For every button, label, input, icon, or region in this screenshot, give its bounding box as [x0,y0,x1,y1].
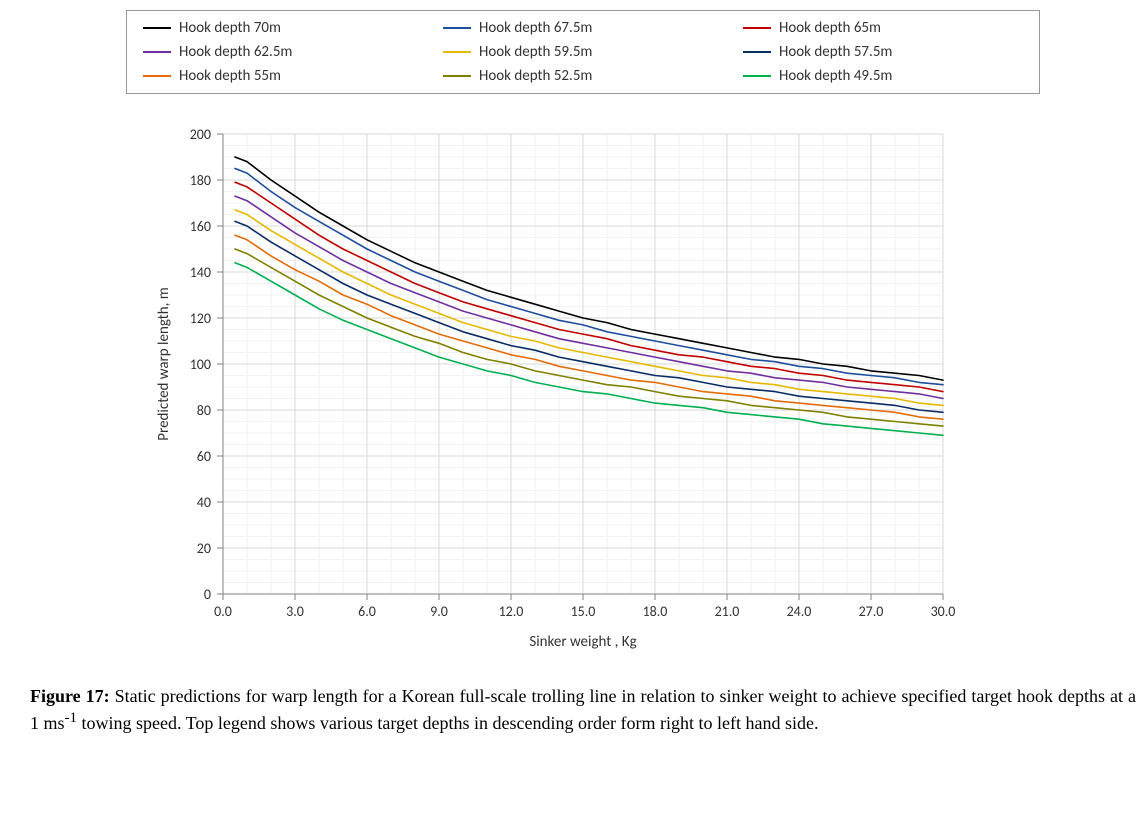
svg-text:Predicted warp length, m: Predicted warp length, m [155,287,173,440]
svg-text:100: 100 [190,356,211,373]
svg-text:27.0: 27.0 [859,603,884,620]
svg-text:15.0: 15.0 [571,603,596,620]
line-chart: 0.0 3.0 6.0 9.0 12.0 15.0 18.0 21.0 24.0 27.0 30.0… [143,124,963,664]
svg-text:18.0: 18.0 [643,603,668,620]
legend-swatch [443,27,471,29]
legend-swatch [443,75,471,77]
legend-swatch [743,27,771,29]
svg-text:140: 140 [190,264,211,281]
legend-label: Hook depth 67.5m [479,19,592,37]
legend-item: Hook depth 70m [143,19,423,37]
legend-item: Hook depth 57.5m [743,43,1023,61]
figure-caption: Figure 17: Static predictions for warp l… [30,684,1136,736]
legend-swatch [143,75,171,77]
legend-swatch [143,27,171,29]
legend-item: Hook depth 62.5m [143,43,423,61]
legend-item: Hook depth 52.5m [443,67,723,85]
svg-text:60: 60 [197,448,211,465]
svg-text:20: 20 [197,540,211,557]
legend-label: Hook depth 55m [179,67,281,85]
svg-text:180: 180 [190,172,211,189]
legend-item: Hook depth 67.5m [443,19,723,37]
legend-item: Hook depth 65m [743,19,1023,37]
legend-item: Hook depth 49.5m [743,67,1023,85]
svg-text:6.0: 6.0 [358,603,376,620]
svg-text:30.0: 30.0 [931,603,956,620]
svg-text:200: 200 [190,126,211,143]
legend-label: Hook depth 70m [179,19,281,37]
caption-prefix: Figure 17: [30,686,115,706]
caption-sup: -1 [65,710,78,726]
svg-text:0.0: 0.0 [214,603,232,620]
svg-text:21.0: 21.0 [715,603,740,620]
svg-text:Sinker weight , Kg: Sinker weight , Kg [529,633,636,651]
legend-swatch [743,51,771,53]
legend-item: Hook depth 59.5m [443,43,723,61]
svg-text:40: 40 [197,494,211,511]
chart-area: 0.0 3.0 6.0 9.0 12.0 15.0 18.0 21.0 24.0 27.0 30.0… [143,124,1023,669]
svg-text:80: 80 [197,402,211,419]
legend-label: Hook depth 65m [779,19,881,37]
legend-swatch [743,75,771,77]
legend-label: Hook depth 49.5m [779,67,892,85]
legend-item: Hook depth 55m [143,67,423,85]
svg-text:3.0: 3.0 [286,603,304,620]
legend-label: Hook depth 52.5m [479,67,592,85]
svg-text:160: 160 [190,218,211,235]
legend-label: Hook depth 59.5m [479,43,592,61]
legend-label: Hook depth 62.5m [179,43,292,61]
legend-swatch [143,51,171,53]
svg-text:9.0: 9.0 [430,603,448,620]
legend-label: Hook depth 57.5m [779,43,892,61]
svg-text:12.0: 12.0 [499,603,524,620]
chart-legend: Hook depth 70m Hook depth 67.5m Hook depth… [126,10,1040,94]
svg-text:0: 0 [204,586,211,603]
caption-text-2: towing speed. Top legend shows various t… [77,713,818,733]
svg-text:120: 120 [190,310,211,327]
legend-swatch [443,51,471,53]
svg-text:24.0: 24.0 [787,603,812,620]
